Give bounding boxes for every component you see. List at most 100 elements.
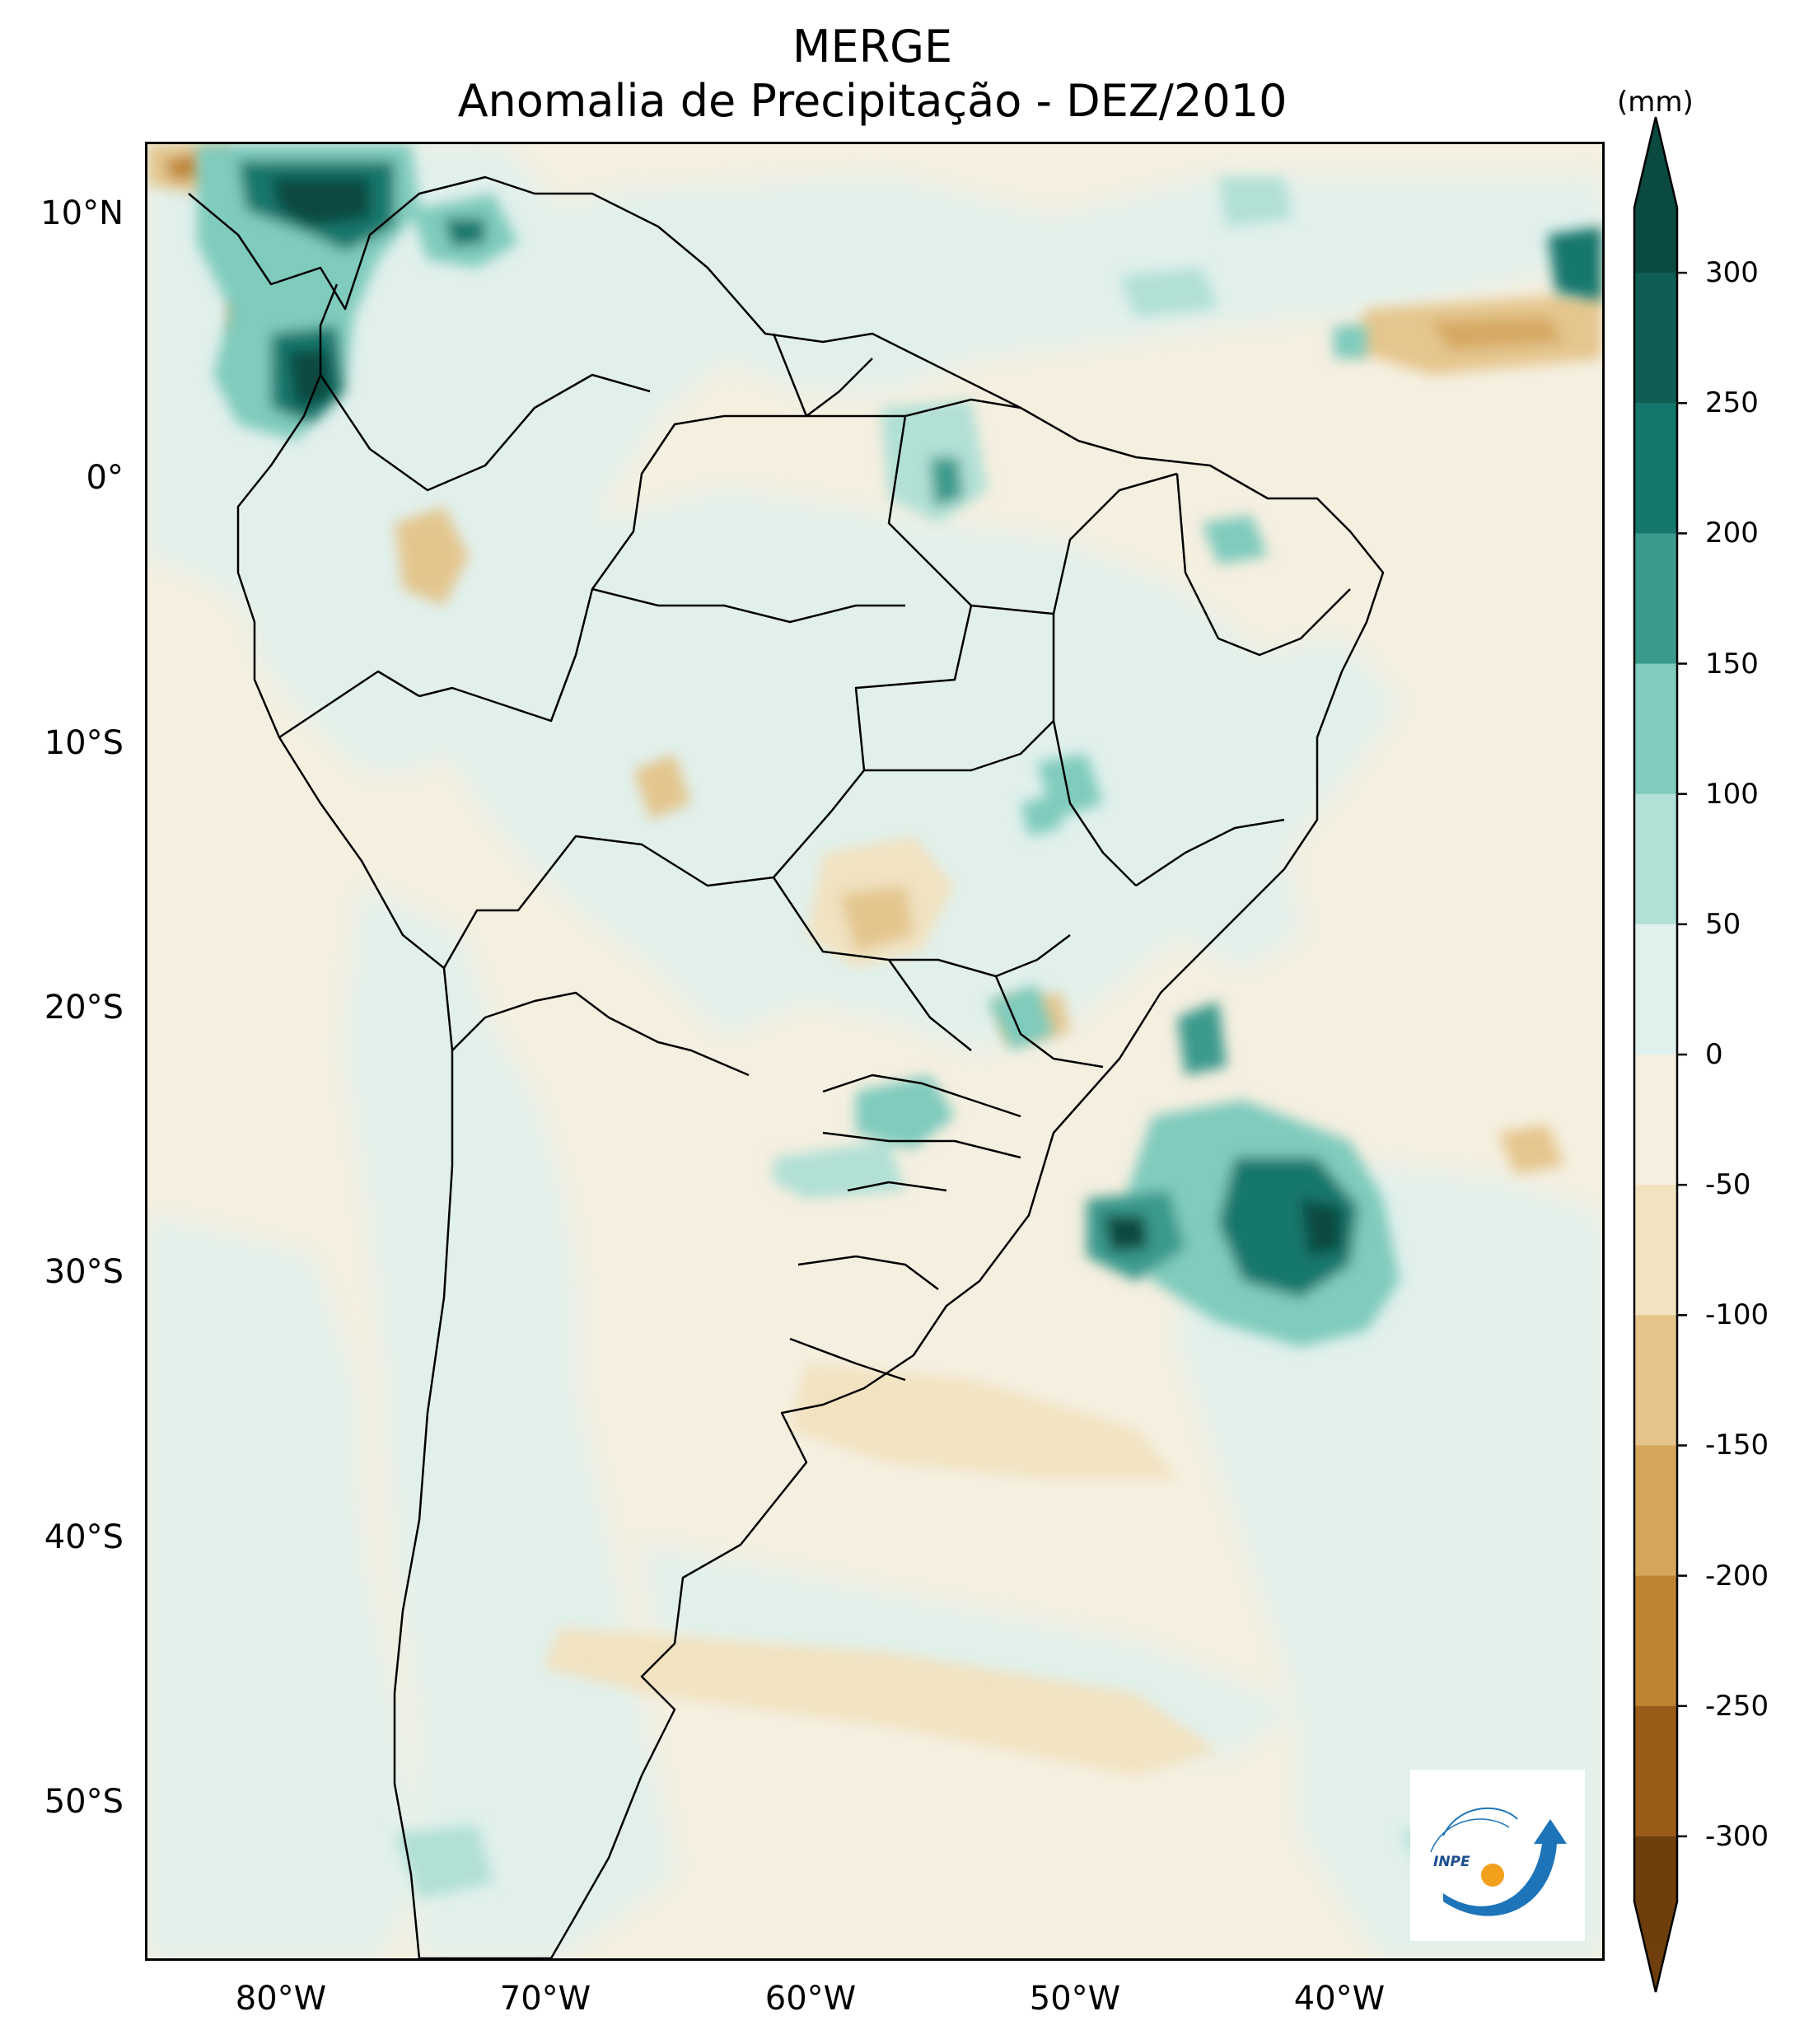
anomaly-patch: [1334, 325, 1367, 358]
state-border: [1175, 473, 1351, 657]
colorbar-tick-label: -100: [1705, 1298, 1769, 1332]
country-border: [442, 605, 973, 969]
colorbar-ticks: [1677, 271, 1687, 1838]
lat-tick-label: 40°S: [44, 1518, 124, 1556]
precipitation-anomaly-map: [147, 144, 1602, 1958]
country-border: [278, 670, 420, 739]
colorbar-tick-label: -250: [1705, 1689, 1769, 1723]
lat-tick-label: 30°S: [44, 1253, 124, 1291]
colorbar-band: [1634, 1185, 1677, 1316]
colorbar-band: [1634, 273, 1677, 404]
lon-tick-label: 50°W: [1029, 1980, 1121, 2018]
colorbar-band: [1634, 208, 1677, 274]
state-border: [1135, 818, 1285, 887]
state-border: [797, 1255, 939, 1290]
colorbar-tick-label: -300: [1705, 1819, 1769, 1853]
inpe-logo-text: INPE: [1433, 1854, 1470, 1870]
anomaly-patch: [1202, 515, 1268, 564]
state-border: [822, 1131, 1021, 1159]
colorbar-tick-label: 150: [1705, 647, 1759, 681]
anomaly-patch: [1498, 1125, 1564, 1174]
colorbar-band: [1634, 1705, 1677, 1837]
colorbar-band: [1634, 663, 1677, 795]
anomaly-patch: [988, 985, 1054, 1050]
anomaly-patch: [271, 177, 370, 227]
anomaly-patch: [1103, 1215, 1148, 1252]
colorbar-tick-label: -50: [1705, 1168, 1751, 1202]
anomaly-patch: [1218, 177, 1292, 227]
country-border: [451, 991, 750, 1077]
anomaly-patch: [164, 152, 205, 181]
lon-tick-label: 40°W: [1293, 1980, 1386, 2018]
map-title: MERGE: [792, 21, 953, 72]
colorbar-band: [1634, 924, 1677, 1055]
anomaly-patch: [633, 754, 691, 820]
colorbar-tick-label: 100: [1705, 777, 1759, 811]
colorbar-band: [1634, 1445, 1677, 1577]
colorbar-extend-min: [1634, 1901, 1677, 1992]
colorbar-tick-label: 300: [1705, 256, 1759, 290]
lat-tick-label: 0°: [86, 459, 124, 497]
anomaly-patch: [790, 1363, 1177, 1479]
country-border: [418, 414, 725, 723]
colorbar-tick-label: 250: [1705, 386, 1759, 420]
anomaly-patch: [395, 1825, 493, 1899]
anomaly-patch: [1021, 795, 1062, 836]
coastline-and-borders: [188, 175, 1385, 1958]
map-subtitle: Anomalia de Precipitação - DEZ/2010: [457, 75, 1288, 127]
state-border: [772, 333, 873, 418]
continent-outline: [188, 175, 1385, 1958]
lat-tick-label: 50°S: [44, 1783, 124, 1821]
state-border: [994, 975, 1104, 1069]
state-border: [724, 398, 1021, 418]
anomaly-patch: [345, 886, 675, 1958]
lon-tick-label: 80°W: [235, 1980, 327, 2018]
anomaly-patch: [543, 1627, 1218, 1775]
anomaly-patch: [1301, 1199, 1342, 1256]
colorbar-tick-label: 50: [1705, 907, 1741, 941]
colorbar-units: (mm): [1617, 86, 1694, 119]
inpe-logo-icon: [1430, 1807, 1567, 1916]
anomaly-patch: [839, 886, 914, 952]
state-border: [887, 959, 972, 1051]
anomaly-patch: [1177, 1001, 1227, 1075]
colorbar-band: [1634, 1055, 1677, 1186]
anomaly-patch: [147, 1215, 419, 1958]
anomaly-patch: [930, 457, 963, 507]
lon-tick-label: 70°W: [499, 1980, 591, 2018]
colorbar-tick-label: 0: [1705, 1038, 1723, 1071]
anomaly-patch: [1119, 268, 1218, 317]
colorbar-band: [1634, 1575, 1677, 1707]
colorbar-band: [1634, 793, 1677, 925]
state-border: [772, 877, 1071, 978]
colorbar-tick-label: 200: [1705, 517, 1759, 550]
colorbar-extend-max: [1634, 117, 1677, 208]
colorbar-tick-label: -150: [1705, 1429, 1769, 1462]
lat-tick-label: 10°N: [40, 194, 124, 232]
country-border: [319, 373, 651, 492]
colorbar-outline: [1633, 116, 1679, 1993]
colorbar-band: [1634, 533, 1677, 665]
state-border: [822, 1073, 1021, 1118]
anomaly-patch: [444, 218, 485, 247]
anomaly-patch: [1218, 1158, 1358, 1298]
anomaly-patch: [1432, 317, 1564, 350]
state-border: [591, 587, 905, 624]
map-panel: [145, 142, 1605, 1961]
lon-tick-label: 60°W: [764, 1980, 857, 2018]
colorbar-band: [1634, 1315, 1677, 1446]
anomaly-patch: [1548, 227, 1602, 301]
state-border: [864, 720, 1054, 772]
colorbar: [1633, 116, 1687, 1993]
anomaly-patch: [395, 507, 469, 606]
colorbar-tick-label: -200: [1705, 1559, 1769, 1593]
lat-tick-label: 10°S: [44, 724, 124, 762]
state-border: [1052, 472, 1178, 615]
state-border: [887, 415, 1054, 615]
colorbar-band: [1634, 1836, 1677, 1902]
inpe-logo: INPE: [1410, 1770, 1585, 1941]
colorbar-blocks: [1634, 117, 1677, 1992]
lat-tick-label: 20°S: [44, 989, 124, 1027]
colorbar-band: [1634, 403, 1677, 534]
anomaly-patch: [773, 1141, 905, 1199]
